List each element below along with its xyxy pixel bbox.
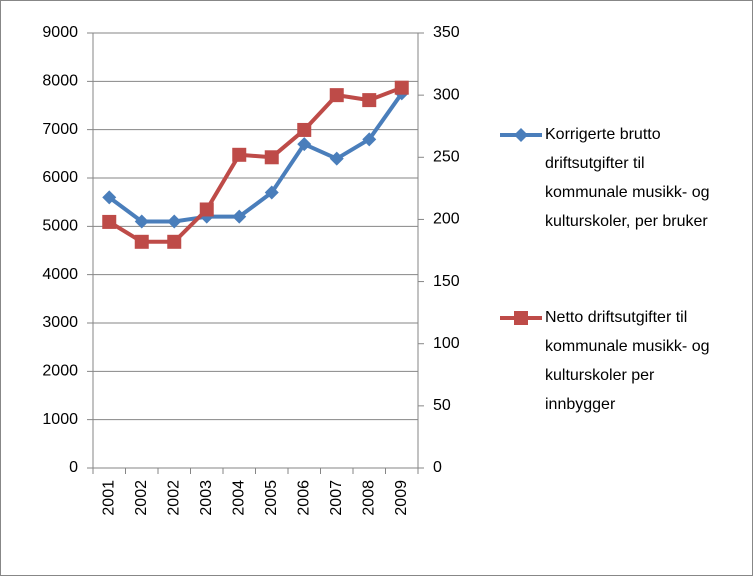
- marker: [362, 132, 377, 147]
- y2-tick-label: 100: [433, 335, 460, 352]
- marker: [329, 88, 344, 103]
- marker: [232, 209, 247, 224]
- x-tick-label: 2002: [165, 480, 182, 516]
- y-tick-label: 4000: [42, 266, 78, 283]
- legend-label: Netto driftsutgifter til kommunale musik…: [545, 309, 710, 413]
- y2-tick-label: 0: [433, 459, 442, 476]
- y-tick-label: 5000: [42, 218, 78, 235]
- x-tick-label: 2001: [100, 480, 117, 516]
- series-line: [108, 85, 403, 244]
- y2-tick-label: 250: [433, 149, 460, 166]
- y-tick-label: 6000: [42, 169, 78, 186]
- marker: [167, 234, 182, 249]
- y-tick-label: 3000: [42, 314, 78, 331]
- marker: [297, 122, 312, 137]
- y2-tick-label: 50: [433, 397, 451, 414]
- x-tick-label: 2006: [295, 480, 312, 516]
- x-tick-label: 2009: [393, 480, 410, 516]
- legend-marker: [514, 128, 528, 142]
- y-tick-label: 0: [69, 459, 78, 476]
- marker: [264, 150, 279, 165]
- x-tick-label: 2008: [360, 480, 377, 516]
- x-tick-label: 2002: [133, 480, 150, 516]
- x-tick-label: 2005: [263, 480, 280, 516]
- x-tick-label: 2007: [328, 480, 345, 516]
- y-tick-label: 9000: [42, 24, 78, 41]
- marker: [394, 80, 409, 95]
- y2-tick-label: 150: [433, 273, 460, 290]
- y2-tick-label: 200: [433, 211, 460, 228]
- marker: [329, 151, 344, 166]
- marker: [264, 185, 279, 200]
- marker: [232, 147, 247, 162]
- y-tick-label: 7000: [42, 121, 78, 138]
- y-tick-label: 2000: [42, 363, 78, 380]
- marker: [102, 190, 117, 205]
- marker: [102, 214, 117, 229]
- marker: [167, 214, 182, 229]
- y-tick-label: 8000: [42, 73, 78, 90]
- x-tick-label: 2004: [230, 480, 247, 516]
- marker: [362, 93, 377, 108]
- x-tick-label: 2003: [198, 480, 215, 516]
- y2-tick-label: 300: [433, 86, 460, 103]
- legend-marker: [514, 311, 528, 325]
- y2-tick-label: 350: [433, 24, 460, 41]
- legend-label: Korrigerte brutto driftsutgifter til kom…: [545, 126, 710, 230]
- series-line: [108, 92, 404, 224]
- marker: [297, 137, 312, 152]
- y-tick-label: 1000: [42, 411, 78, 428]
- marker: [134, 234, 149, 249]
- marker: [199, 202, 214, 217]
- marker: [134, 214, 149, 229]
